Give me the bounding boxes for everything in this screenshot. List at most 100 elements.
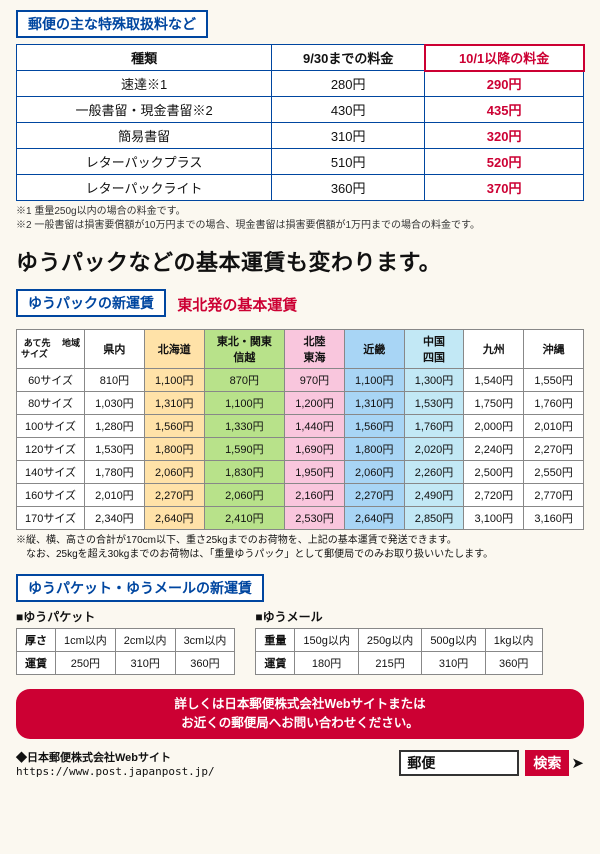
size-label: 120サイズ <box>17 438 85 461</box>
fare-cell: 1,530円 <box>404 392 464 415</box>
packet-price: 360円 <box>175 652 235 675</box>
special-fee-table: 種類 9/30までの料金 10/1以降の料金 速達※1280円290円一般書留・… <box>16 44 584 201</box>
fare-cell: 2,640円 <box>144 507 204 530</box>
note-1: ※1 重量250g以内の場合の料金です。 <box>16 205 584 219</box>
fare-cell: 2,240円 <box>464 438 524 461</box>
packet-col: 1cm以内 <box>56 629 116 652</box>
col-after: 10/1以降の料金 <box>425 45 584 71</box>
fare-cell: 1,440円 <box>285 415 345 438</box>
col-before: 9/30までの料金 <box>272 45 425 71</box>
region-header: 九州 <box>464 330 524 369</box>
mail-col: 1kg以内 <box>485 629 542 652</box>
table-row-after: 520円 <box>425 149 584 175</box>
fare-cell: 1,100円 <box>144 369 204 392</box>
fare-cell: 1,760円 <box>524 392 584 415</box>
size-label: 170サイズ <box>17 507 85 530</box>
fare-cell: 1,750円 <box>464 392 524 415</box>
fare-cell: 1,280円 <box>85 415 145 438</box>
packet-col: 2cm以内 <box>115 629 175 652</box>
fare-cell: 1,950円 <box>285 461 345 484</box>
fare-cell: 1,330円 <box>204 415 284 438</box>
fare-cell: 2,270円 <box>144 484 204 507</box>
fare-cell: 1,310円 <box>344 392 404 415</box>
fare-note-1: ※縦、横、高さの合計が170cm以下、重さ25kgまでのお荷物を、上記の基本運賃… <box>16 534 584 548</box>
mail-price: 360円 <box>485 652 542 675</box>
fare-cell: 2,010円 <box>524 415 584 438</box>
fare-cell: 3,160円 <box>524 507 584 530</box>
fare-corner: あて先 地域 サイズ <box>17 330 85 369</box>
packet-title: ゆうパケット・ゆうメールの新運賃 <box>16 574 264 602</box>
fare-cell: 810円 <box>85 369 145 392</box>
fare-cell: 2,060円 <box>344 461 404 484</box>
table-row-after: 370円 <box>425 175 584 201</box>
fare-cell: 2,060円 <box>204 484 284 507</box>
fare-cell: 1,300円 <box>404 369 464 392</box>
fare-cell: 1,530円 <box>85 438 145 461</box>
fare-cell: 1,590円 <box>204 438 284 461</box>
fare-cell: 2,640円 <box>344 507 404 530</box>
fare-cell: 2,550円 <box>524 461 584 484</box>
yumail-table: 重量150g以内250g以内500g以内1kg以内 運賃180円215円310円… <box>255 628 542 675</box>
fare-cell: 2,020円 <box>404 438 464 461</box>
table-row-after: 290円 <box>425 71 584 97</box>
fare-cell: 2,260円 <box>404 461 464 484</box>
fare-cell: 2,270円 <box>524 438 584 461</box>
fare-cell: 2,530円 <box>285 507 345 530</box>
size-label: 60サイズ <box>17 369 85 392</box>
packet-price: 250円 <box>56 652 116 675</box>
packet-col: 3cm以内 <box>175 629 235 652</box>
note-2: ※2 一般書留は損害要償額が10万円までの場合、現金書留は損害要償額が1万円まで… <box>16 219 584 233</box>
mail-col: 500g以内 <box>422 629 485 652</box>
fare-cell: 2,270円 <box>344 484 404 507</box>
table-row-after: 435円 <box>425 97 584 123</box>
packet-price: 310円 <box>115 652 175 675</box>
size-label: 160サイズ <box>17 484 85 507</box>
table-row-name: レターパックプラス <box>17 149 272 175</box>
mail-price: 180円 <box>295 652 358 675</box>
region-header: 沖縄 <box>524 330 584 369</box>
fare-cell: 2,010円 <box>85 484 145 507</box>
main-heading: ゆうパックなどの基本運賃も変わります。 <box>16 245 584 277</box>
table-row-before: 360円 <box>272 175 425 201</box>
region-header: 東北・関東信越 <box>204 330 284 369</box>
fare-cell: 1,560円 <box>344 415 404 438</box>
mail-price: 310円 <box>422 652 485 675</box>
fare-cell: 2,770円 <box>524 484 584 507</box>
search-button[interactable]: 検索 <box>525 750 569 776</box>
fare-cell: 870円 <box>204 369 284 392</box>
web-url: https://www.post.japanpost.jp/ <box>16 765 215 778</box>
fare-cell: 2,500円 <box>464 461 524 484</box>
cursor-icon: ➤ <box>571 754 584 772</box>
fare-cell: 1,100円 <box>204 392 284 415</box>
mail-price: 215円 <box>358 652 421 675</box>
yupacket-label: ■ゆうパケット <box>16 608 235 625</box>
info-banner: 詳しくは日本郵便株式会社Webサイトまたは お近くの郵便局へお問い合わせください… <box>16 689 584 739</box>
fare-table: あて先 地域 サイズ 県内北海道東北・関東信越北陸東海近畿中国四国九州沖縄 60… <box>16 329 584 530</box>
table-row-before: 310円 <box>272 123 425 149</box>
fare-cell: 2,410円 <box>204 507 284 530</box>
special-fee-title: 郵便の主な特殊取扱料など <box>16 10 208 38</box>
yupacket-table: 厚さ1cm以内2cm以内3cm以内 運賃250円310円360円 <box>16 628 235 675</box>
size-label: 80サイズ <box>17 392 85 415</box>
col-type: 種類 <box>17 45 272 71</box>
fare-cell: 1,030円 <box>85 392 145 415</box>
region-header: 北陸東海 <box>285 330 345 369</box>
table-row-name: 簡易書留 <box>17 123 272 149</box>
fare-cell: 2,000円 <box>464 415 524 438</box>
fare-cell: 2,160円 <box>285 484 345 507</box>
table-row-before: 510円 <box>272 149 425 175</box>
fare-cell: 2,340円 <box>85 507 145 530</box>
fare-cell: 1,540円 <box>464 369 524 392</box>
region-header: 中国四国 <box>404 330 464 369</box>
table-row-before: 280円 <box>272 71 425 97</box>
search-input[interactable]: 郵便 <box>399 750 519 776</box>
yumail-label: ■ゆうメール <box>255 608 542 625</box>
size-label: 100サイズ <box>17 415 85 438</box>
fare-cell: 2,490円 <box>404 484 464 507</box>
size-label: 140サイズ <box>17 461 85 484</box>
fare-cell: 1,800円 <box>344 438 404 461</box>
fare-cell: 1,830円 <box>204 461 284 484</box>
fare-cell: 2,850円 <box>404 507 464 530</box>
fare-cell: 2,060円 <box>144 461 204 484</box>
fare-cell: 2,720円 <box>464 484 524 507</box>
